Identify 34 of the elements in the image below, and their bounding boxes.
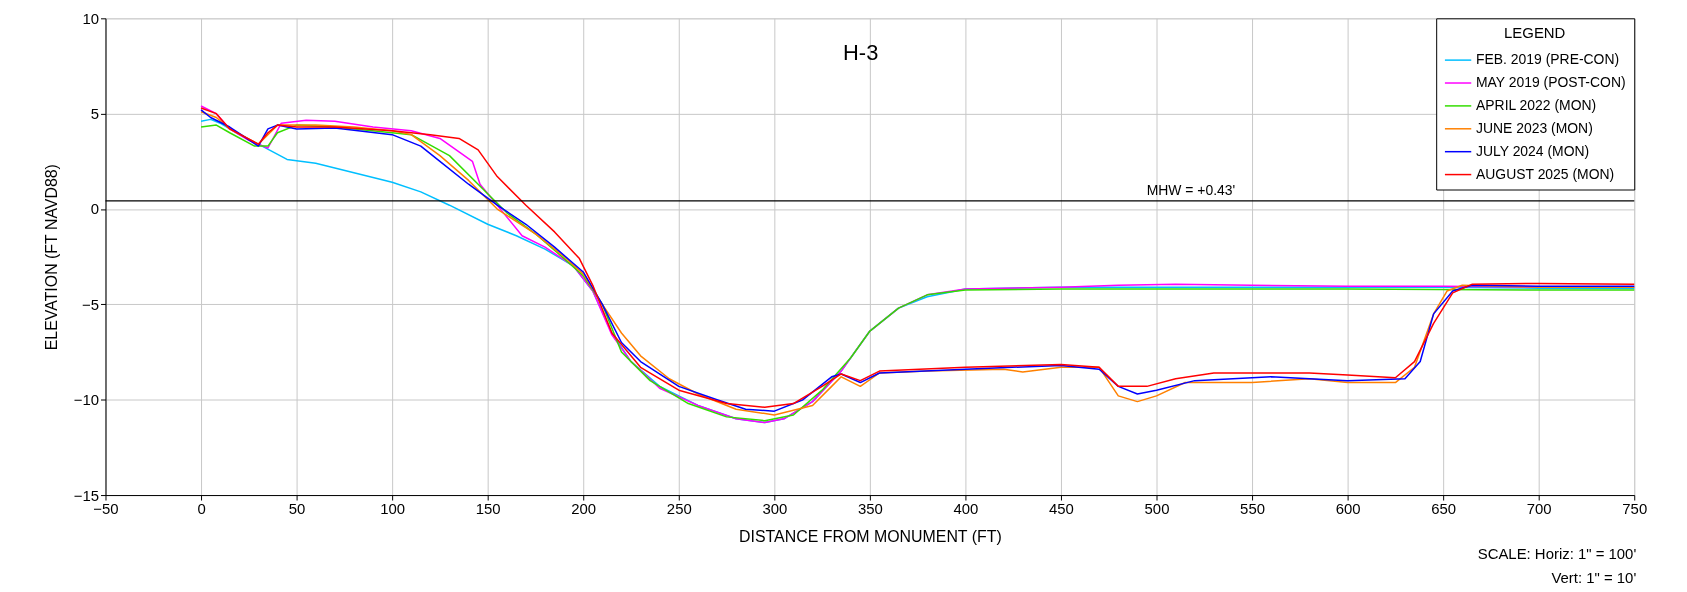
x-axis-title: DISTANCE FROM MONUMENT (FT) (739, 528, 1002, 546)
x-tick-label: 150 (475, 500, 501, 518)
x-tick-label: 500 (1144, 500, 1170, 518)
x-tick-label: 0 (197, 500, 206, 518)
x-tick-label: 300 (762, 500, 788, 518)
x-tick-label: 100 (380, 500, 406, 518)
y-axis-title: ELEVATION (FT NAVD88) (42, 164, 60, 351)
legend-title: LEGEND (1504, 24, 1566, 42)
x-tick-label: 650 (1431, 500, 1457, 518)
x-tick-label: 550 (1240, 500, 1265, 518)
text: H-3 (843, 40, 879, 66)
y-tick-label: 5 (90, 105, 100, 123)
ref-line-label: MHW = +0.43' (1146, 181, 1236, 198)
legend-label: JUNE 2023 (MON) (1476, 119, 1593, 136)
y-tick-label: 10 (82, 9, 100, 27)
x-tick-label: 200 (571, 500, 597, 518)
x-tick-label: 600 (1335, 500, 1361, 518)
x-tick-label: 750 (1622, 500, 1648, 518)
y-tick-label: 0 (90, 200, 100, 218)
y-tick-label: −5 (82, 295, 100, 313)
x-tick-label: 50 (288, 500, 306, 518)
legend-label: FEB. 2019 (PRE-CON) (1476, 51, 1620, 68)
x-tick-label: 400 (953, 500, 979, 518)
legend-label: JULY 2024 (MON) (1476, 142, 1590, 159)
x-tick-label: 700 (1526, 500, 1552, 518)
text: Vert: 1" = 10' (1551, 568, 1637, 586)
x-tick-label: 350 (857, 500, 883, 518)
text: SCALE: Horiz: 1" = 100' (1477, 544, 1637, 562)
legend-label: MAY 2019 (POST-CON) (1476, 73, 1626, 90)
y-tick-label: −10 (73, 391, 100, 409)
x-tick-label: 250 (666, 500, 692, 518)
x-tick-label: 450 (1049, 500, 1074, 518)
legend-label: APRIL 2022 (MON) (1476, 96, 1597, 113)
legend-label: AUGUST 2025 (MON) (1476, 165, 1615, 182)
